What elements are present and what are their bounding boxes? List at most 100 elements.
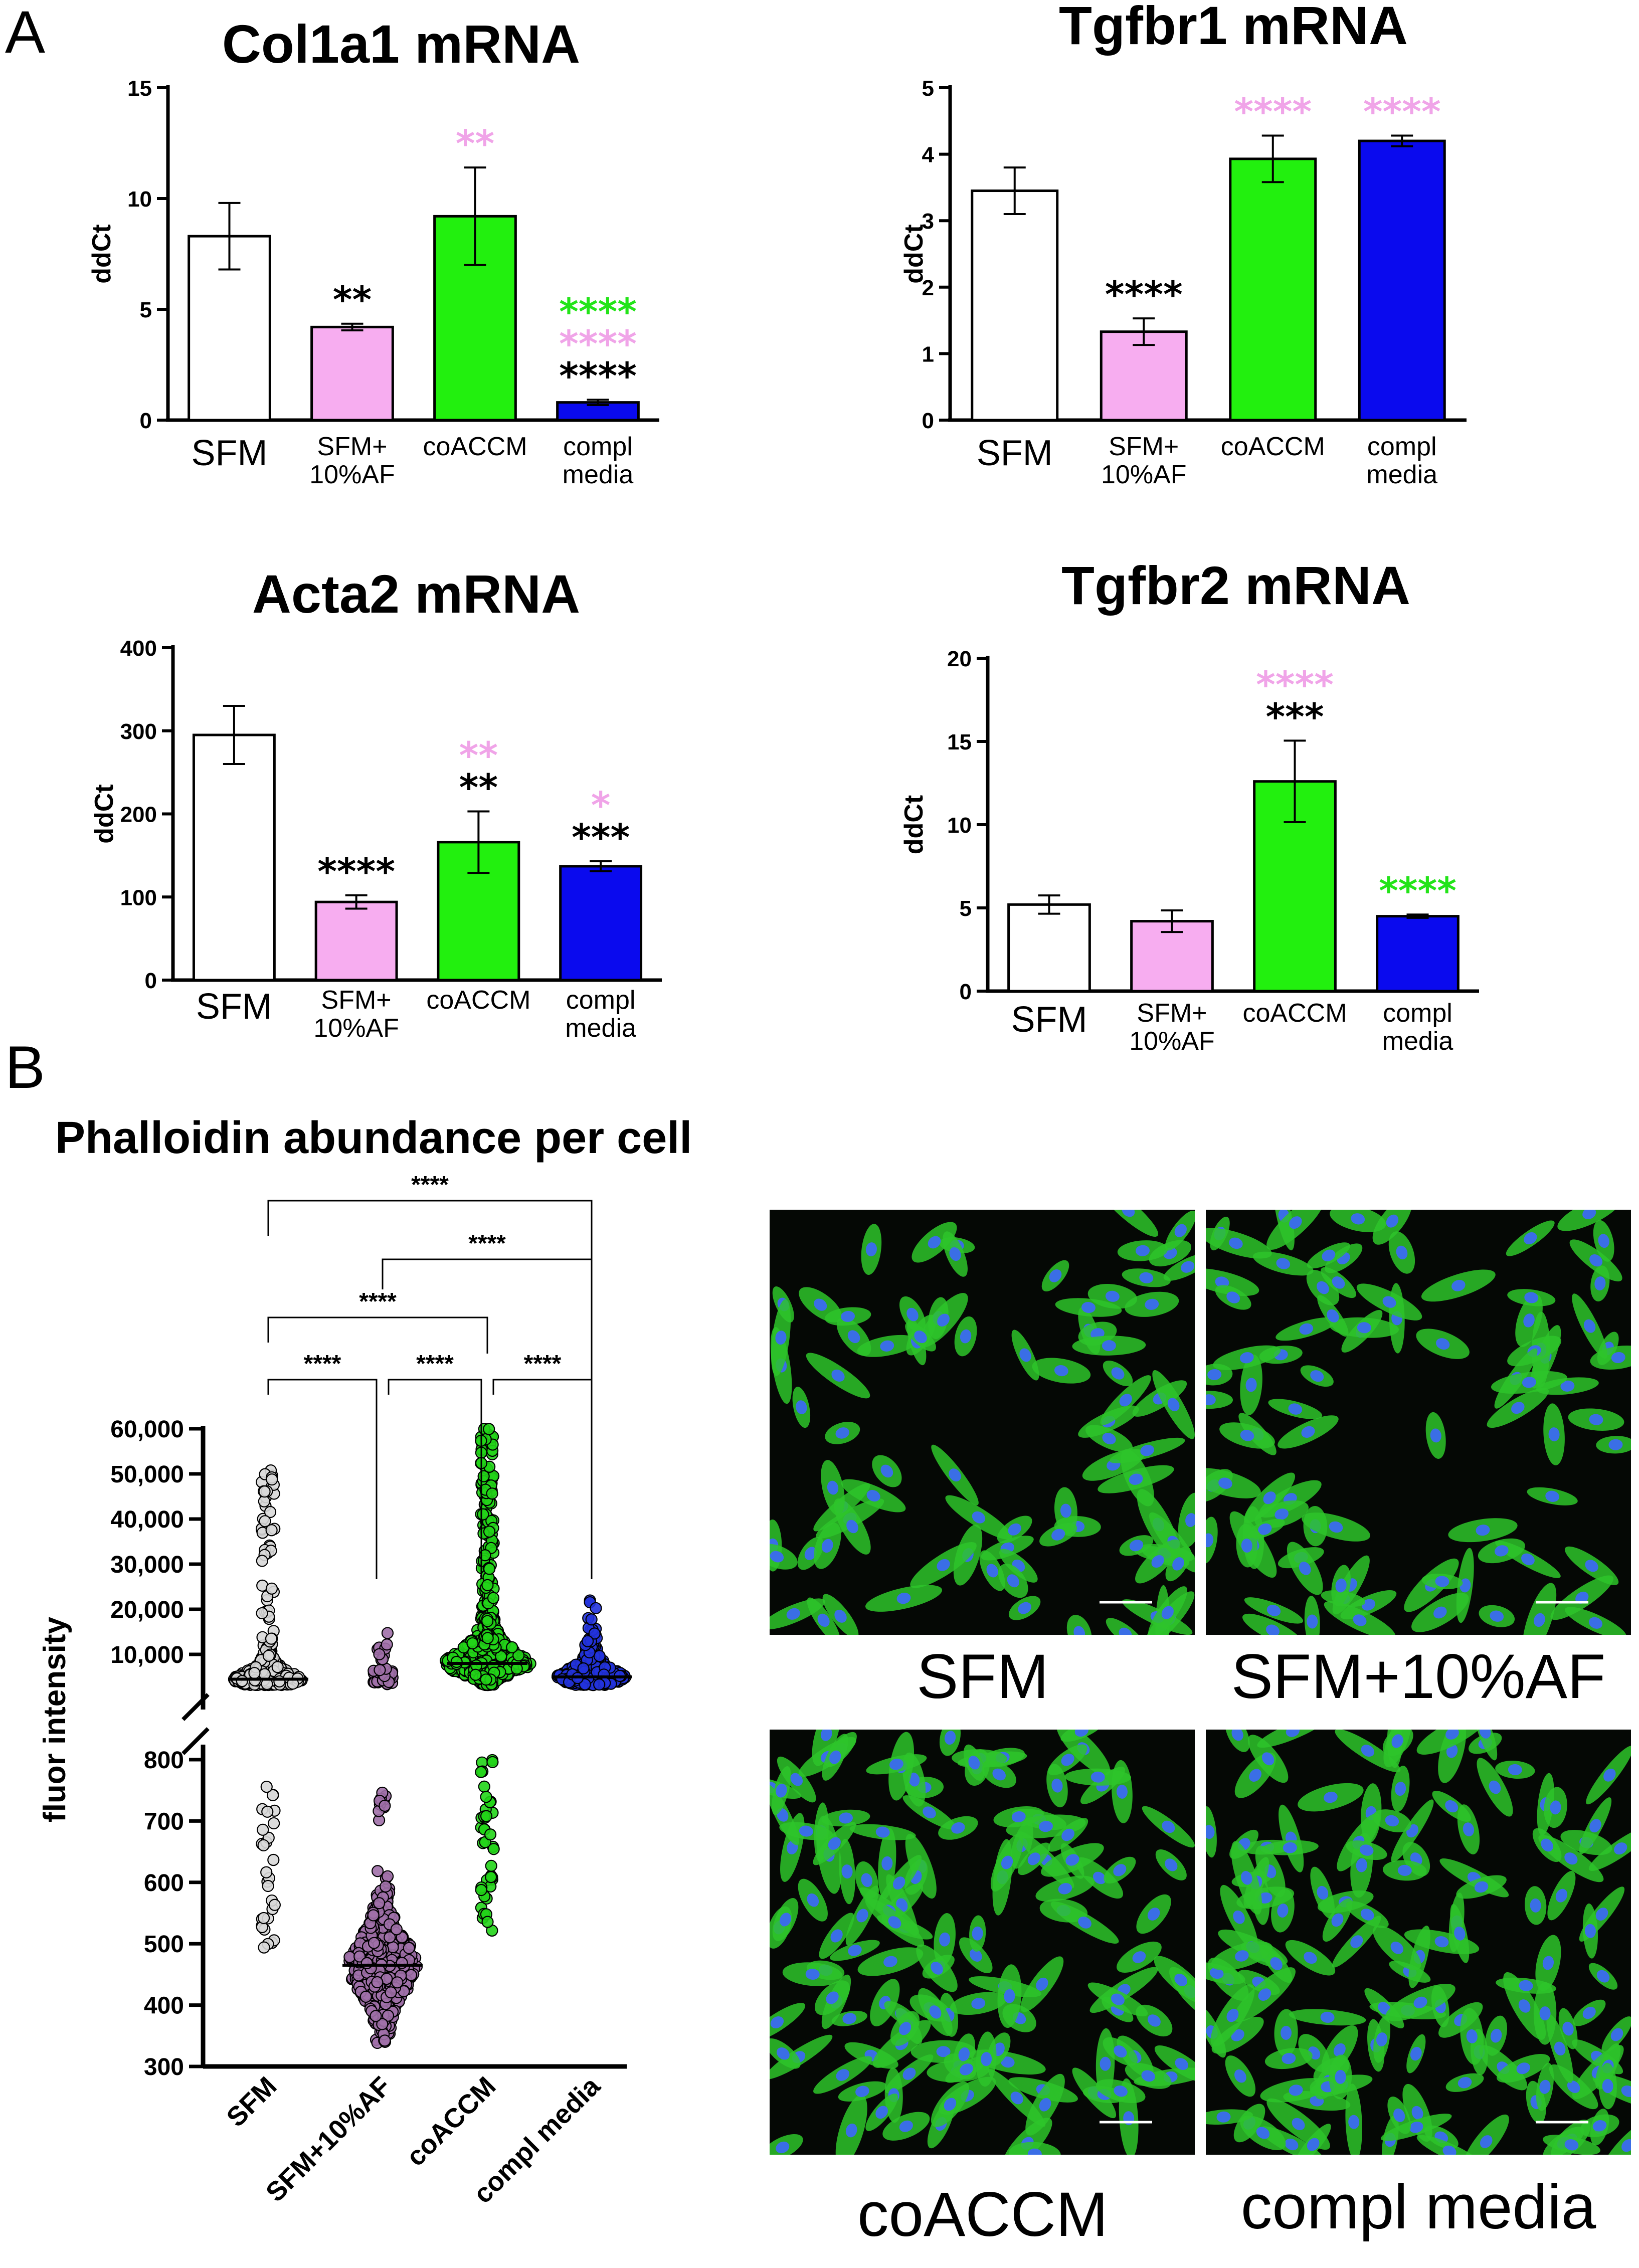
cell-nucleus	[1299, 1562, 1311, 1575]
y-tick-label: 30,000	[110, 1552, 184, 1578]
cell-nucleus	[880, 1340, 894, 1352]
category-label: 10%AF	[1101, 460, 1187, 489]
data-point	[384, 1931, 396, 1944]
cell-nucleus	[1594, 1276, 1606, 1291]
cell-nucleus	[1113, 1864, 1127, 1876]
cell-nucleus	[1495, 1545, 1509, 1557]
data-point	[477, 1508, 489, 1521]
cell-nucleus	[775, 1331, 787, 1345]
data-point	[256, 1607, 268, 1620]
data-point	[396, 1957, 408, 1969]
cell-nucleus	[1539, 2006, 1551, 2021]
cell-nucleus	[960, 1329, 972, 1344]
cell-nucleus	[1147, 1908, 1160, 1921]
cell-nucleus	[1359, 1844, 1374, 1856]
cell-nucleus	[1234, 2069, 1246, 2083]
cell-nucleus	[1218, 1477, 1232, 1489]
cell-nucleus	[1585, 1560, 1598, 1572]
data-point	[506, 1641, 518, 1653]
category-label: compl	[1383, 999, 1452, 1028]
data-point	[248, 1667, 261, 1679]
cell-nucleus	[1592, 2120, 1607, 2132]
cell-nucleus	[786, 1608, 800, 1620]
cell-nucleus	[807, 1893, 819, 1907]
y-axis-label: ddCt	[899, 224, 929, 283]
data-point	[469, 1668, 482, 1681]
axis-break-mark	[181, 1693, 210, 1721]
data-point	[266, 1473, 278, 1486]
y-tick-label: 400	[144, 1993, 184, 2019]
cell-nucleus	[831, 1369, 845, 1382]
micrograph-grid: SFM SFM+10%AF coACCM compl media	[770, 1210, 1631, 2249]
cell-nucleus	[1518, 1999, 1531, 2013]
cell-nucleus	[841, 1310, 855, 1322]
cell-nucleus	[1000, 2056, 1015, 2068]
cell-nucleus	[1105, 1290, 1120, 1302]
data-point	[466, 1637, 479, 1650]
significance-marker: **	[459, 767, 498, 810]
data-point	[268, 1817, 280, 1830]
data-point	[343, 1951, 356, 1963]
micrograph-label: coACCM	[857, 2180, 1108, 2249]
cell-nucleus	[880, 1464, 893, 1478]
data-point	[265, 1632, 278, 1645]
cell-nucleus	[1390, 1941, 1404, 1954]
significance-label: ****	[359, 1288, 397, 1315]
y-tick-label: 0	[922, 409, 934, 433]
chart-tgfbr1: Tgfbr1 mRNA ddCt 0 1 2 3 4 5 SFM **** SFM+10%AF ***…	[899, 0, 1467, 489]
cell-nucleus	[1129, 1473, 1143, 1485]
data-point	[374, 1664, 386, 1676]
cell-nucleus	[1357, 1322, 1371, 1334]
y-tick-label: 5	[960, 896, 972, 921]
cell-nucleus	[1508, 1764, 1522, 1776]
cell-nucleus	[1229, 1237, 1243, 1249]
cell-nucleus	[1436, 1338, 1450, 1350]
data-point	[481, 1615, 494, 1627]
cell-nucleus	[1386, 1214, 1399, 1228]
cell-nucleus	[805, 1968, 820, 1980]
cell-nucleus	[972, 1511, 986, 1524]
cell-nucleus	[1350, 1935, 1363, 1948]
significance-bracket	[267, 1379, 378, 1579]
cell-nucleus	[1602, 2079, 1613, 2094]
cell-nucleus	[866, 1490, 880, 1502]
y-tick-label: 10	[947, 813, 972, 838]
cell-nucleus	[847, 1330, 860, 1344]
category-label: SFM+	[1137, 999, 1207, 1028]
category-label: SFM	[977, 433, 1053, 473]
cell-nucleus	[799, 1825, 813, 1837]
data-point	[480, 1673, 492, 1686]
cell-nucleus	[944, 2098, 957, 2111]
cell-nucleus	[875, 2106, 888, 2119]
cell-nucleus	[1335, 1578, 1347, 1593]
cell-nucleus	[1539, 2080, 1551, 2094]
cell-nucleus	[1331, 1913, 1344, 1927]
cell-nucleus	[1249, 1769, 1261, 1782]
data-point	[259, 1515, 271, 1528]
cell-nucleus	[842, 2013, 857, 2024]
cell-nucleus	[936, 2046, 951, 2057]
cell-nucleus	[960, 2063, 973, 2075]
cell-nucleus	[834, 1609, 847, 1623]
cell-nucleus	[1413, 1996, 1427, 2008]
cell-nucleus	[1008, 1523, 1021, 1536]
y-tick-label: 3	[922, 209, 934, 234]
cell-nucleus	[1360, 1909, 1374, 1921]
cell-nucleus	[861, 1873, 872, 1887]
micrograph-content	[1206, 1210, 1631, 1635]
data-point	[479, 1549, 491, 1562]
data-point	[262, 1649, 275, 1662]
cell-nucleus	[1102, 1340, 1116, 1352]
cell-nucleus	[1114, 2085, 1128, 2097]
cell-nucleus	[1145, 1298, 1159, 1310]
cell-nucleus	[1286, 1730, 1300, 1737]
cell-nucleus	[1479, 1730, 1491, 1739]
cell-nucleus	[1382, 1296, 1396, 1308]
cell-nucleus	[992, 1768, 1006, 1781]
category-label: compl	[563, 432, 633, 461]
chart-title: Col1a1 mRNA	[222, 14, 580, 74]
y-axis-label: fluor intensity	[38, 1617, 72, 1822]
cell-nucleus	[1589, 1414, 1603, 1425]
y-tick-label: 60,000	[110, 1416, 184, 1443]
